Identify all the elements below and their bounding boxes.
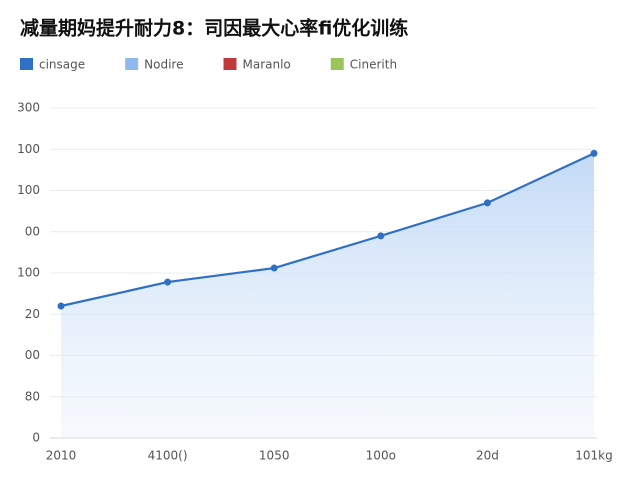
x-tick-label: 1050 (259, 449, 290, 463)
x-tick-label: 101kg (575, 449, 612, 463)
y-tick-label: 20 (25, 307, 40, 321)
y-tick-label: 100 (17, 183, 40, 197)
point (590, 149, 598, 157)
legend-label: Nodire (144, 58, 183, 72)
point (270, 264, 278, 272)
y-tick-label: 0 (32, 431, 40, 445)
y-tick-label: 00 (25, 348, 40, 362)
chart-title: 减量期妈提升耐力8：司因最大心率fi优化训练 (20, 17, 408, 40)
point (483, 199, 491, 207)
legend-swatch (20, 58, 33, 70)
legend-swatch (125, 58, 139, 70)
legend-label: cinsage (39, 58, 85, 72)
line (60, 152, 595, 308)
x-tick-label: 4100() (148, 449, 188, 463)
x-tick-label: 100o (366, 449, 396, 463)
y-tick-label: 100 (17, 266, 40, 280)
x-tick-label: 20d (476, 449, 499, 463)
point (377, 232, 385, 240)
y-tick-label: 00 (25, 224, 40, 238)
x-tick-label: 2010 (46, 449, 77, 463)
y-tick-label: 80 (25, 389, 40, 403)
legend-label: Maranlo (242, 58, 290, 72)
area (61, 153, 594, 438)
legend-swatch (223, 58, 237, 70)
legend-label: Cinerith (350, 58, 397, 72)
legend-swatch (330, 58, 344, 70)
point (164, 278, 172, 286)
y-tick-label: 300 (17, 101, 40, 115)
y-tick-label: 100 (17, 142, 40, 156)
point (57, 302, 65, 310)
